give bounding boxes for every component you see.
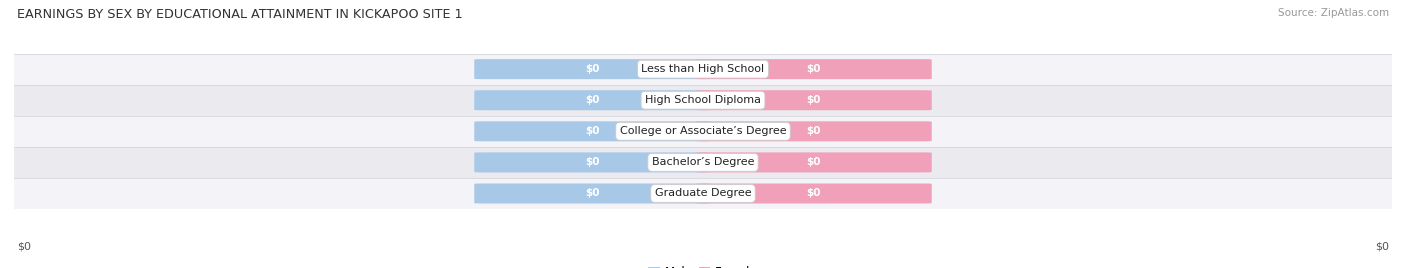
Text: EARNINGS BY SEX BY EDUCATIONAL ATTAINMENT IN KICKAPOO SITE 1: EARNINGS BY SEX BY EDUCATIONAL ATTAINMEN…	[17, 8, 463, 21]
Text: High School Diploma: High School Diploma	[645, 95, 761, 105]
Text: Less than High School: Less than High School	[641, 64, 765, 74]
Text: Bachelor’s Degree: Bachelor’s Degree	[652, 157, 754, 168]
Text: $0: $0	[1375, 242, 1389, 252]
Bar	[14, 85, 1392, 116]
Text: $0: $0	[585, 126, 600, 136]
Text: College or Associate’s Degree: College or Associate’s Degree	[620, 126, 786, 136]
Bar	[14, 116, 1392, 147]
Text: $0: $0	[17, 242, 31, 252]
FancyBboxPatch shape	[474, 59, 710, 79]
Text: $0: $0	[806, 95, 821, 105]
FancyBboxPatch shape	[474, 184, 710, 203]
Legend: Male, Female: Male, Female	[644, 262, 762, 268]
FancyBboxPatch shape	[696, 90, 932, 110]
Text: $0: $0	[585, 188, 600, 199]
Text: Graduate Degree: Graduate Degree	[655, 188, 751, 199]
Bar	[14, 178, 1392, 209]
Text: $0: $0	[585, 157, 600, 168]
Bar	[14, 147, 1392, 178]
FancyBboxPatch shape	[696, 121, 932, 141]
FancyBboxPatch shape	[696, 184, 932, 203]
Text: $0: $0	[585, 95, 600, 105]
Bar	[14, 54, 1392, 85]
FancyBboxPatch shape	[474, 152, 710, 172]
Text: Source: ZipAtlas.com: Source: ZipAtlas.com	[1278, 8, 1389, 18]
Text: $0: $0	[806, 64, 821, 74]
FancyBboxPatch shape	[696, 59, 932, 79]
FancyBboxPatch shape	[474, 90, 710, 110]
FancyBboxPatch shape	[474, 121, 710, 141]
FancyBboxPatch shape	[696, 152, 932, 172]
Text: $0: $0	[585, 64, 600, 74]
Text: $0: $0	[806, 188, 821, 199]
Text: $0: $0	[806, 126, 821, 136]
Text: $0: $0	[806, 157, 821, 168]
